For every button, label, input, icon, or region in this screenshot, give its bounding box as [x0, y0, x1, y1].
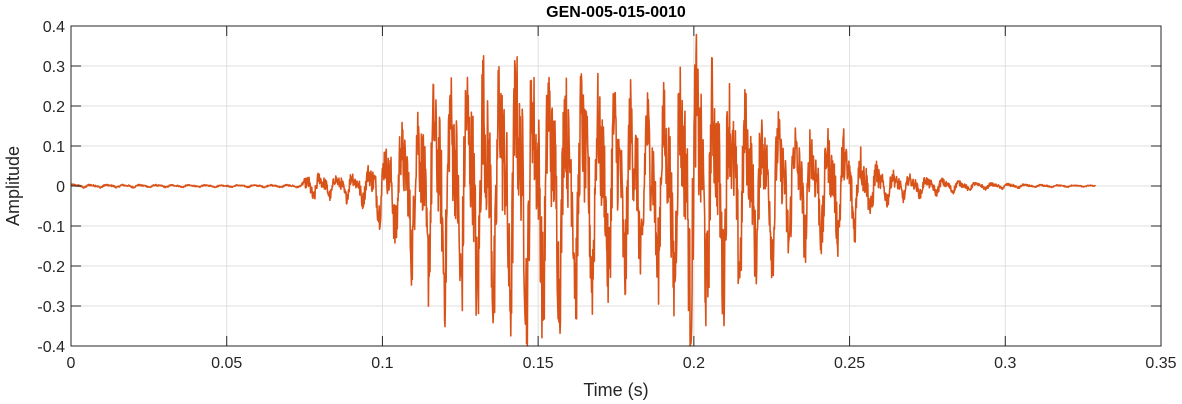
tick-marks [70, 25, 1162, 347]
y-tick-label: -0.2 [37, 259, 65, 276]
y-axis-label: Amplitude [3, 146, 23, 226]
series-line [70, 33, 1097, 347]
y-tick-label: 0.1 [43, 139, 65, 156]
y-tick-labels: -0.4 -0.3 -0.2 -0.1 0 0.1 0.2 0.3 0.4 [37, 19, 65, 356]
y-tick-label: 0 [56, 179, 65, 196]
x-tick-label: 0.05 [211, 355, 242, 372]
x-tick-label: 0.1 [371, 355, 393, 372]
y-tick-label: 0.4 [43, 19, 65, 36]
y-tick-label: -0.3 [37, 299, 65, 316]
x-axis-label: Time (s) [583, 380, 648, 400]
y-tick-label: 0.2 [43, 99, 65, 116]
x-tick-label: 0 [67, 355, 76, 372]
x-tick-labels: 0 0.05 0.1 0.15 0.2 0.25 0.3 0.35 [67, 355, 1177, 372]
y-tick-label: 0.3 [43, 59, 65, 76]
series-layer [70, 33, 1097, 347]
x-tick-label: 0.35 [1145, 355, 1176, 372]
x-tick-label: 0.15 [523, 355, 554, 372]
x-tick-label: 0.3 [994, 355, 1016, 372]
x-tick-label: 0.2 [683, 355, 705, 372]
y-tick-label: -0.1 [37, 219, 65, 236]
chart-title: GEN-005-015-0010 [546, 4, 686, 21]
x-tick-label: 0.25 [834, 355, 865, 372]
y-tick-label: -0.4 [37, 339, 65, 356]
